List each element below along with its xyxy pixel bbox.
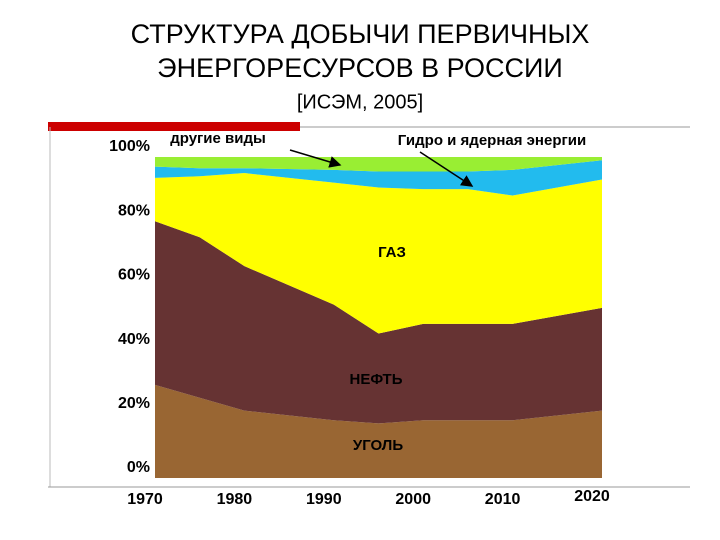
series-label: ГАЗ xyxy=(378,244,406,261)
area xyxy=(155,384,602,478)
chart-title: ЭНЕРГОРЕСУРСОВ В РОССИИ xyxy=(157,53,563,83)
y-tick-label: 60% xyxy=(118,267,150,284)
y-tick-label: 40% xyxy=(118,331,150,348)
area xyxy=(155,173,602,334)
area xyxy=(155,157,602,172)
x-tick-label: 2010 xyxy=(485,491,521,508)
y-tick-label: 20% xyxy=(118,395,150,412)
series-label: другие виды xyxy=(170,130,266,147)
x-tick-label: 1990 xyxy=(306,491,342,508)
x-tick-label: 1970 xyxy=(127,491,163,508)
chart-subtitle: [ИСЭМ, 2005] xyxy=(297,91,423,113)
series-label: УГОЛЬ xyxy=(353,437,403,454)
series-label: Гидро и ядерная энергии xyxy=(398,132,586,149)
y-tick-label: 0% xyxy=(127,459,150,476)
plot xyxy=(155,157,602,478)
arrow xyxy=(289,149,342,168)
series-label: НЕФТЬ xyxy=(349,371,402,388)
x-tick-label: 2000 xyxy=(395,491,431,508)
y-tick-label: 80% xyxy=(118,202,150,219)
y-tick-label: 100% xyxy=(109,138,150,155)
chart-title: СТРУКТУРА ДОБЫЧИ ПЕРВИЧНЫХ xyxy=(131,19,590,49)
accent-bar xyxy=(48,122,300,131)
area xyxy=(155,160,602,196)
x-tick-label: 1980 xyxy=(217,491,253,508)
area xyxy=(155,221,602,424)
arrow xyxy=(419,151,474,187)
x-tick-label: 2020 xyxy=(574,488,610,505)
